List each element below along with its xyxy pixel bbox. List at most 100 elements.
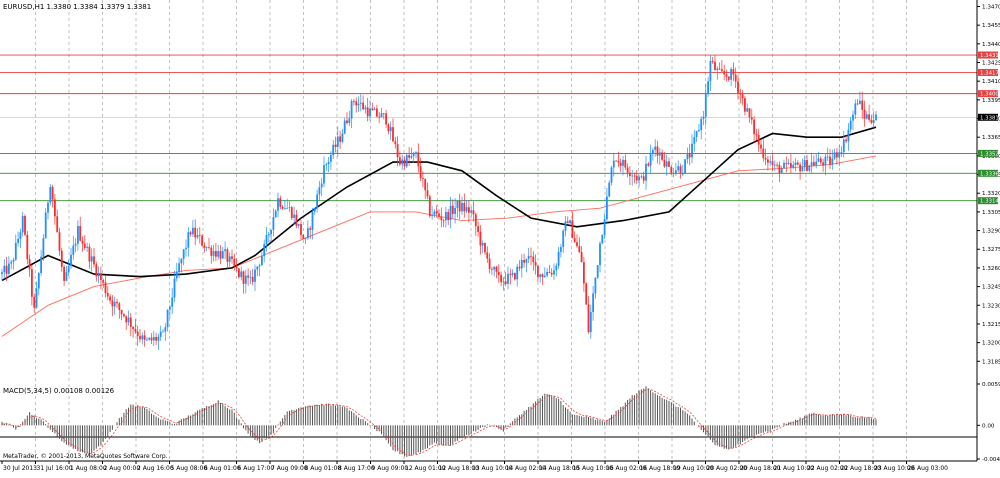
candle-body bbox=[173, 278, 176, 298]
candle-body bbox=[339, 136, 341, 142]
candle-body bbox=[863, 109, 866, 119]
candle-body bbox=[81, 240, 84, 244]
candle-body bbox=[258, 265, 261, 267]
candle-body bbox=[601, 234, 604, 244]
candle-body bbox=[141, 335, 144, 340]
candle-body bbox=[320, 183, 323, 188]
candle-body bbox=[824, 156, 827, 166]
candle-body bbox=[203, 245, 206, 248]
candle-body bbox=[468, 207, 470, 213]
candle-body bbox=[265, 234, 268, 244]
candle-body bbox=[578, 246, 581, 253]
candle-body bbox=[642, 176, 645, 181]
candle-body bbox=[500, 274, 502, 283]
candle-body bbox=[399, 157, 401, 165]
candle-body bbox=[249, 276, 252, 278]
candle-body bbox=[189, 232, 192, 235]
candle-body bbox=[704, 93, 707, 117]
candle-body bbox=[700, 118, 703, 131]
candle-body bbox=[684, 159, 686, 174]
macd-info-label: MACD(5,34,5) 0.00108 0.00126 bbox=[3, 387, 115, 395]
candle-body bbox=[491, 268, 493, 270]
candle-body bbox=[560, 247, 562, 252]
time-tick-label: 30 Jul 2013 bbox=[3, 465, 37, 472]
price-tick-label: 1.3305 bbox=[982, 210, 1000, 216]
candle-body bbox=[198, 235, 201, 236]
candle-body bbox=[695, 131, 698, 138]
candle-body bbox=[364, 107, 367, 110]
candle-body bbox=[272, 217, 275, 230]
level-price-tag bbox=[978, 197, 998, 205]
candle-body bbox=[495, 266, 498, 272]
candle-body bbox=[737, 81, 739, 93]
candle-body bbox=[90, 256, 93, 262]
price-tick-label: 1.3185 bbox=[982, 359, 1000, 365]
time-axis[interactable]: 30 Jul 2013 31 Jul 16:001 Aug 08:002 Aug … bbox=[1, 461, 948, 472]
candle-body bbox=[566, 221, 569, 224]
candle-body bbox=[293, 214, 295, 218]
candle-body bbox=[113, 301, 116, 307]
candle-body bbox=[497, 271, 500, 275]
candle-body bbox=[741, 94, 744, 99]
candle-body bbox=[5, 265, 8, 274]
candle-body bbox=[192, 227, 194, 235]
candle-body bbox=[520, 260, 523, 269]
candle-body bbox=[373, 108, 376, 111]
candle-body bbox=[79, 226, 82, 241]
candle-body bbox=[164, 327, 167, 332]
candle-body bbox=[865, 114, 868, 119]
candle-body bbox=[688, 154, 691, 158]
candle-body bbox=[302, 234, 305, 239]
candle-body bbox=[330, 155, 332, 162]
candle-body bbox=[83, 243, 86, 248]
candle-body bbox=[626, 167, 629, 173]
candle-body bbox=[109, 296, 111, 301]
candle-body bbox=[235, 265, 238, 269]
candle-body bbox=[486, 252, 489, 259]
candle-body bbox=[447, 211, 450, 221]
candle-body bbox=[54, 199, 56, 217]
price-axis[interactable]: 1.3470 1.3455 1.3440 1.3425 1.3410 1.3395 1.33… bbox=[977, 4, 1000, 365]
candle-body bbox=[557, 251, 560, 266]
candle-body bbox=[833, 152, 836, 159]
main-plot-area[interactable] bbox=[0, 0, 977, 437]
candle-body bbox=[148, 337, 151, 340]
candle-body bbox=[716, 68, 719, 71]
candle-body bbox=[327, 161, 330, 165]
candle-body bbox=[702, 116, 705, 119]
candle-body bbox=[263, 243, 266, 257]
candle-body bbox=[422, 178, 424, 179]
candle-body bbox=[744, 98, 746, 112]
candle-body bbox=[14, 242, 17, 260]
price-tick-label: 1.3230 bbox=[982, 303, 1000, 309]
level-price-tag bbox=[978, 68, 998, 76]
candle-body bbox=[815, 161, 818, 166]
candle-body bbox=[813, 162, 815, 166]
candle-body bbox=[546, 271, 548, 276]
ma-slow-line bbox=[1, 126, 877, 282]
candle-body bbox=[730, 69, 732, 80]
candle-body bbox=[767, 159, 769, 163]
candle-body bbox=[838, 152, 841, 158]
time-tick-label: 7 Aug 09:00 bbox=[271, 465, 308, 472]
candle-body bbox=[649, 154, 652, 166]
candle-body bbox=[70, 254, 72, 267]
candle-body bbox=[412, 152, 415, 157]
macd-pane bbox=[1, 386, 877, 457]
candle-body bbox=[723, 71, 726, 75]
candle-body bbox=[155, 337, 157, 341]
time-tick-label: 15 Aug 10:00 bbox=[573, 465, 614, 472]
candle-body bbox=[208, 246, 210, 248]
candle-body bbox=[228, 256, 231, 262]
candle-body bbox=[21, 215, 24, 233]
candle-body bbox=[162, 331, 164, 333]
candle-body bbox=[631, 175, 634, 177]
candle-body bbox=[748, 108, 751, 118]
candle-body bbox=[318, 187, 321, 195]
candle-body bbox=[288, 207, 291, 209]
time-tick-label: 1 Aug 08:00 bbox=[70, 465, 107, 472]
candle-body bbox=[817, 158, 820, 162]
candle-body bbox=[612, 160, 615, 168]
candle-body bbox=[56, 216, 59, 233]
